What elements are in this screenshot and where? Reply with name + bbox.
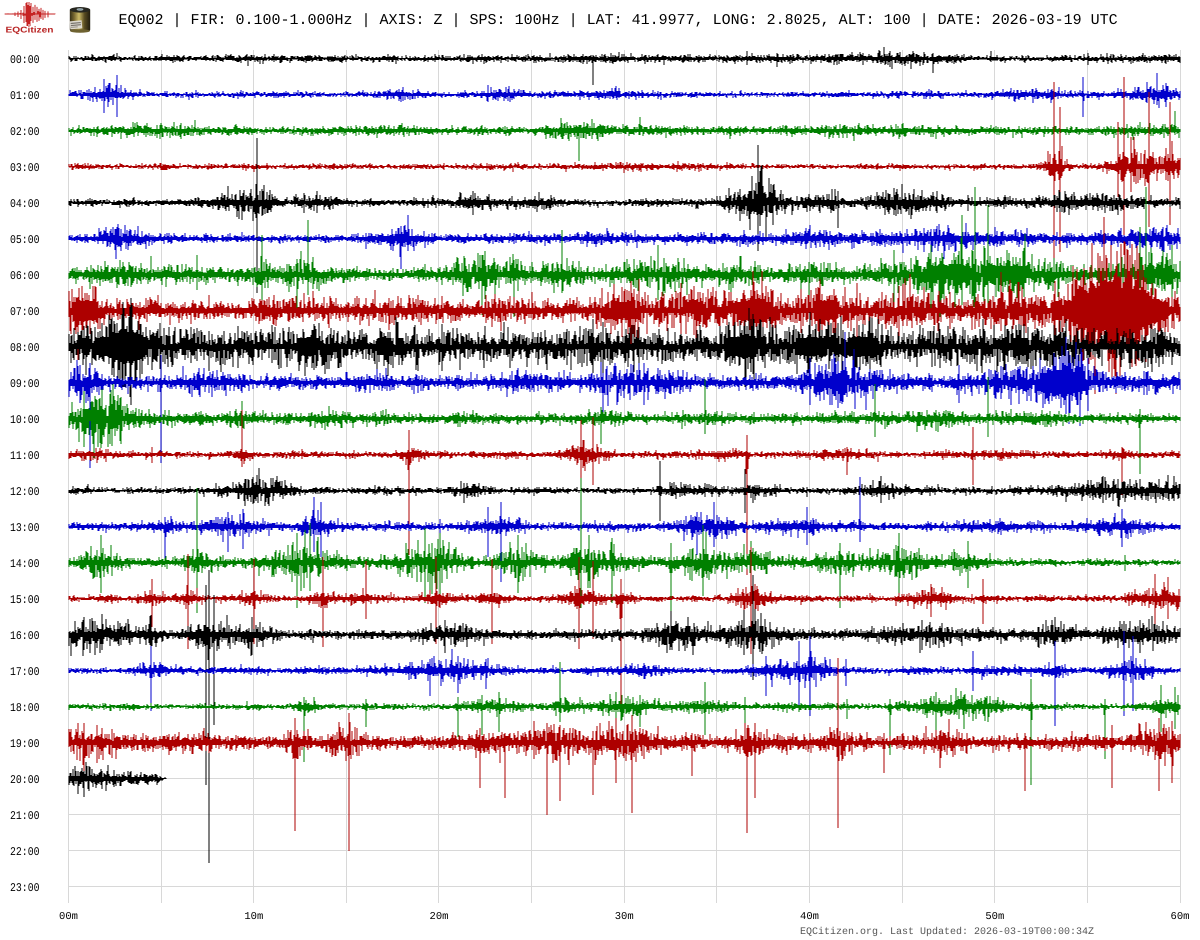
svg-text:20:00: 20:00 xyxy=(10,773,40,787)
svg-text:20m: 20m xyxy=(430,911,449,923)
svg-text:10:00: 10:00 xyxy=(10,413,40,427)
svg-text:11:00: 11:00 xyxy=(10,449,40,463)
svg-text:30m: 30m xyxy=(615,911,634,923)
svg-text:18:00: 18:00 xyxy=(10,701,40,715)
svg-text:19:00: 19:00 xyxy=(10,737,40,751)
svg-text:22:00: 22:00 xyxy=(10,845,40,859)
svg-text:00:00: 00:00 xyxy=(10,53,40,67)
svg-text:00m: 00m xyxy=(59,911,78,923)
svg-text:05:00: 05:00 xyxy=(10,233,40,247)
svg-text:15:00: 15:00 xyxy=(10,593,40,607)
svg-text:13:00: 13:00 xyxy=(10,521,40,535)
svg-text:09:00: 09:00 xyxy=(10,377,40,391)
svg-text:03:00: 03:00 xyxy=(10,161,40,175)
svg-text:10m: 10m xyxy=(244,911,263,923)
svg-text:08:00: 08:00 xyxy=(10,341,40,355)
svg-text:EQCitizen.org. Last Updated: 2: EQCitizen.org. Last Updated: 2026-03-19T… xyxy=(800,926,1094,938)
svg-text:14:00: 14:00 xyxy=(10,557,40,571)
svg-text:12:00: 12:00 xyxy=(10,485,40,499)
svg-text:23:00: 23:00 xyxy=(10,881,40,895)
svg-text:17:00: 17:00 xyxy=(10,665,40,679)
svg-text:16:00: 16:00 xyxy=(10,629,40,643)
svg-text:EQ002 | FIR: 0.100-1.000Hz | A: EQ002 | FIR: 0.100-1.000Hz | AXIS: Z | S… xyxy=(119,12,1118,29)
svg-text:02:00: 02:00 xyxy=(10,125,40,139)
svg-text:21:00: 21:00 xyxy=(10,809,40,823)
svg-text:06:00: 06:00 xyxy=(10,269,40,283)
svg-text:50m: 50m xyxy=(985,911,1004,923)
svg-text:04:00: 04:00 xyxy=(10,197,40,211)
svg-text:EQCitizen: EQCitizen xyxy=(6,24,54,34)
svg-text:40m: 40m xyxy=(800,911,819,923)
svg-text:01:00: 01:00 xyxy=(10,89,40,103)
svg-text:60m: 60m xyxy=(1171,911,1190,923)
svg-text:07:00: 07:00 xyxy=(10,305,40,319)
